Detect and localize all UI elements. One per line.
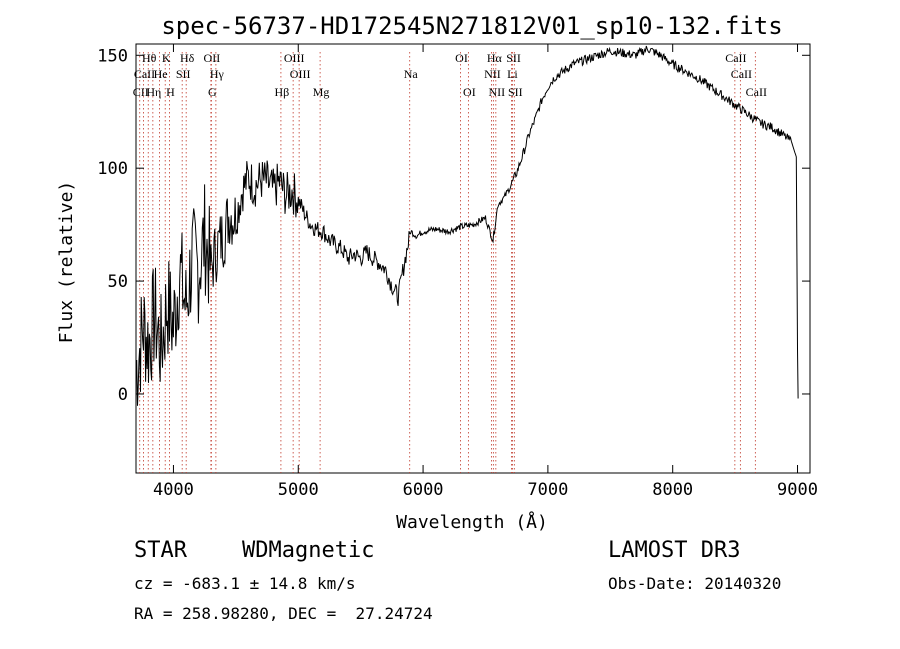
plot-frame <box>135 43 811 474</box>
x-axis: 4000 5000 6000 7000 8000 9000 <box>153 44 818 500</box>
line-label: Hη <box>146 85 161 99</box>
line-label: OI <box>463 85 476 99</box>
y-tick-label: 50 <box>108 272 128 292</box>
x-tick-label: 5000 <box>278 480 319 500</box>
line-label: CaII <box>731 67 752 81</box>
line-label: OIII <box>290 67 311 81</box>
emission-line-markers <box>139 52 756 473</box>
line-label: Hγ <box>210 67 225 81</box>
x-tick-label: 8000 <box>652 480 693 500</box>
line-label: SII <box>508 85 523 99</box>
object-class: STAR <box>134 538 187 563</box>
line-label: K <box>162 51 171 65</box>
line-label: SII <box>176 67 191 81</box>
line-label: CaII <box>725 51 746 65</box>
y-axis: 0 50 100 150 <box>97 46 810 405</box>
line-label: NII <box>484 67 501 81</box>
y-axis-label: Flux (relative) <box>56 181 77 344</box>
line-label: CaII <box>134 67 155 81</box>
x-tick-label: 6000 <box>403 480 444 500</box>
object-subclass: WDMagnetic <box>242 538 375 563</box>
line-label: Li <box>507 67 518 81</box>
line-label: Hβ <box>275 85 290 99</box>
x-axis-label: Wavelength (Å) <box>396 511 548 533</box>
y-tick-label: 0 <box>118 385 128 405</box>
line-label: SII <box>506 51 521 65</box>
line-label: Na <box>404 67 419 81</box>
line-label: CII <box>133 85 149 99</box>
line-label: He <box>154 67 168 81</box>
redshift-velocity: cz = -683.1 ± 14.8 km/s <box>134 574 356 593</box>
chart-title: spec-56737-HD172545N271812V01_sp10-132.f… <box>161 12 782 40</box>
line-label: OIII <box>284 51 305 65</box>
observation-date: Obs-Date: 20140320 <box>608 574 782 593</box>
coordinates: RA = 258.98280, DEC = 27.24724 <box>134 604 433 623</box>
y-tick-label: 150 <box>97 46 128 66</box>
x-tick-label: 4000 <box>153 480 194 500</box>
line-label: Mg <box>313 85 330 99</box>
flux-series-line <box>135 45 799 406</box>
x-tick-label: 9000 <box>777 480 818 500</box>
y-tick-label: 100 <box>97 159 128 179</box>
line-label: OI <box>455 51 468 65</box>
line-label: Hα <box>487 51 503 65</box>
line-label: Hθ <box>142 51 157 65</box>
survey-name: LAMOST DR3 <box>608 538 741 563</box>
x-tick-label: 7000 <box>527 480 568 500</box>
line-label: CaII <box>746 85 767 99</box>
line-label: Hδ <box>180 51 195 65</box>
line-label: NII <box>489 85 506 99</box>
line-label: OII <box>204 51 221 65</box>
line-label: G <box>208 85 217 99</box>
line-label: H <box>166 85 175 99</box>
